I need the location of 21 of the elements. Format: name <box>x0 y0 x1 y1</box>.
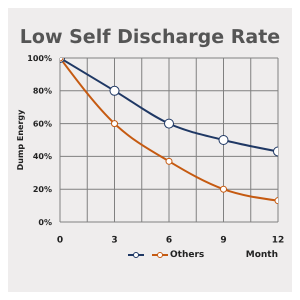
y-tick-label: 40% <box>32 152 52 162</box>
y-tick-label: 80% <box>32 86 52 96</box>
point <box>166 158 172 165</box>
x-axis-title: Month <box>246 250 278 260</box>
x-tick-label: 3 <box>111 235 118 246</box>
point <box>111 120 118 128</box>
y-axis-title: Dump Energy <box>16 108 25 170</box>
x-tick-label: 6 <box>166 235 172 246</box>
x-tick-label: 12 <box>272 235 284 246</box>
y-tick-label: 0% <box>38 218 52 227</box>
point <box>110 86 120 96</box>
x-tick-label: 0 <box>56 235 64 246</box>
point <box>220 186 227 193</box>
y-tick-label: 60% <box>32 119 52 128</box>
x-tick-label: 9 <box>220 235 227 246</box>
point <box>218 135 228 145</box>
chart-title: Low Self Discharge Rate <box>18 25 282 48</box>
point <box>164 118 174 129</box>
y-tick-label: 100% <box>27 54 52 63</box>
y-tick-label: 20% <box>32 185 52 194</box>
legend-label: Others <box>170 250 204 260</box>
